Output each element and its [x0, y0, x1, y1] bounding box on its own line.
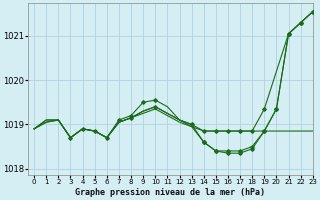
X-axis label: Graphe pression niveau de la mer (hPa): Graphe pression niveau de la mer (hPa): [76, 188, 265, 197]
